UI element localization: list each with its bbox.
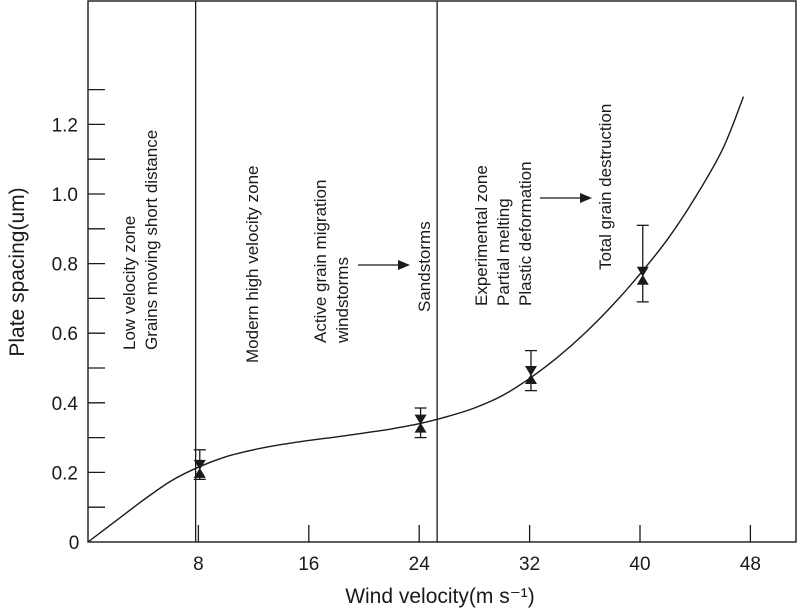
data-point [414,407,427,439]
y-tick-label: 0.8 [52,255,78,276]
annotation-total-grain-destruction: Total grain destruction [596,104,615,270]
annotation-modern-high-velocity: Modern high velocity zone [243,165,262,363]
annotation-active-grain-migration: Active grain migration windstorms [311,175,352,344]
x-tick-label: 16 [298,554,319,575]
annotation-sandstorms: Sandstorms [415,221,434,312]
x-tick-label: 32 [519,554,540,575]
data-point [193,449,206,481]
y-tick-label: 0.4 [52,394,79,415]
annotation-experimental-zone: Experimental zone Partial melting Plasti… [472,160,535,306]
plot-frame [87,0,797,543]
x-tick-label: 8 [193,554,204,575]
marker-up-triangle [193,467,206,478]
marker-down-triangle [636,266,649,277]
y-tick-label: 0.6 [52,324,78,345]
y-tick-label: 0.2 [52,463,78,484]
y-tick-label: 1.0 [52,185,78,206]
annotation-low-velocity: Low velocity zone Grains moving short di… [120,130,161,350]
arrow-to-sandstorms [358,260,410,270]
marker-up-triangle [414,422,427,433]
y-tick-label: 1.2 [52,115,78,136]
marker-down-triangle [524,365,537,376]
arrow-to-total-grain-destruction [540,193,592,203]
marker-down-triangle [193,459,206,470]
fit-curve [87,96,745,543]
data-point [524,349,537,392]
x-axis-label: Wind velocity(m s⁻¹) [345,585,535,608]
marker-up-triangle [636,274,649,285]
marker-down-triangle [414,414,427,425]
y-axis-label: Plate spacing(um) [6,187,29,356]
x-tick-label: 48 [740,554,761,575]
x-tick-label: 24 [409,554,431,575]
marker-up-triangle [524,373,537,384]
x-tick-label: 40 [629,554,650,575]
data-point [636,224,649,303]
origin-label: 0 [69,533,80,554]
